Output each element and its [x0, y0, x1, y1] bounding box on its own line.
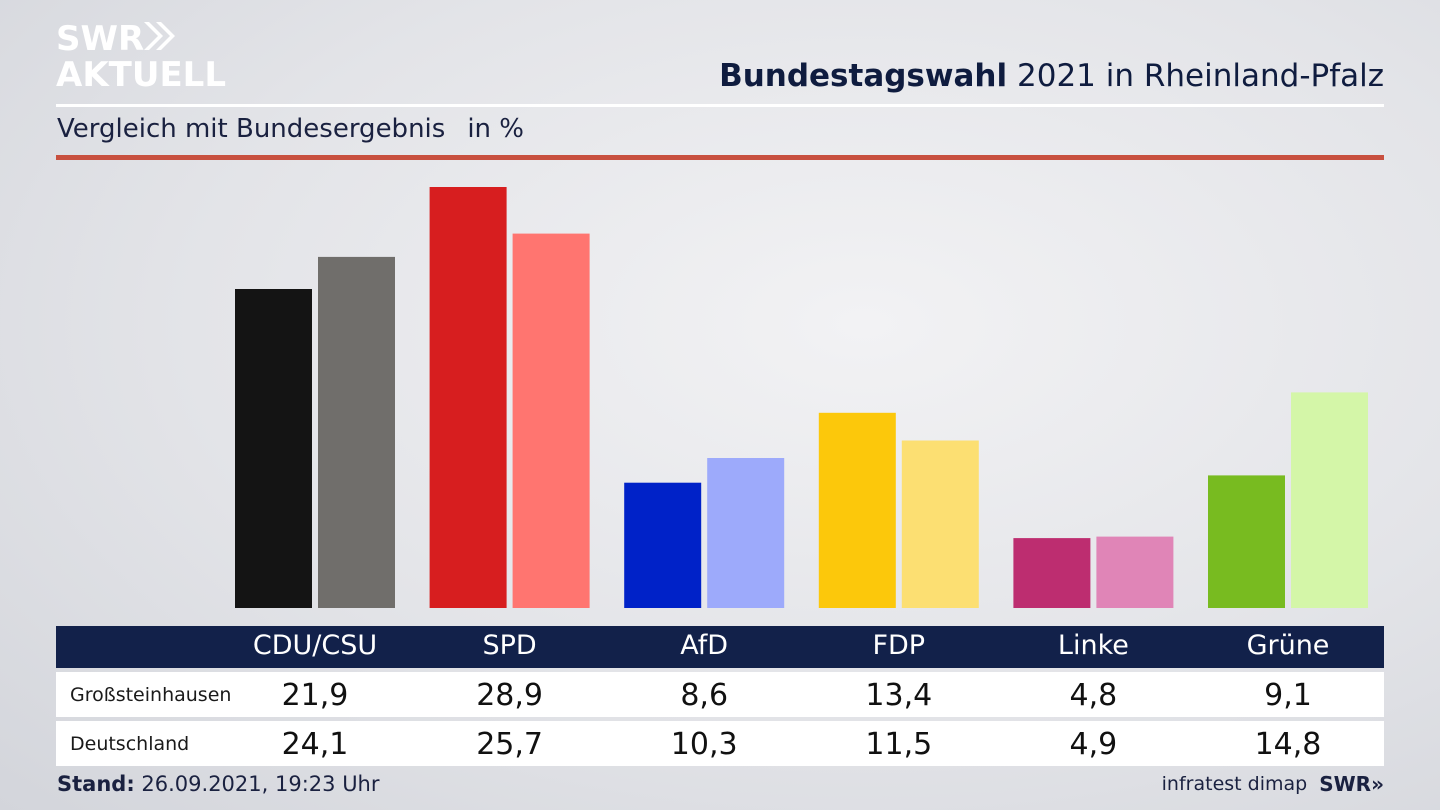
results-table: CDU/CSU SPD AfD FDP Linke Grüne Großsteinhaus…: [56, 626, 1384, 766]
header-divider: [56, 104, 1384, 107]
swr-brand: SWR»: [1319, 772, 1384, 796]
source-credit: infratest dimap SWR»: [1162, 772, 1384, 796]
bar-linke-region: [1013, 538, 1091, 608]
bar-cdu-csu-region: [235, 289, 312, 608]
logo-line1: SWR: [56, 19, 144, 59]
chart-subtitle: Vergleich mit Bundesergebnis in %: [57, 114, 524, 144]
value-cell: 10,3: [670, 727, 738, 762]
bar-gr-ne-region: [1208, 475, 1285, 608]
party-label: FDP: [872, 630, 926, 661]
bar-afd-region: [624, 482, 702, 608]
party-label: SPD: [482, 630, 537, 661]
stand-label: Stand:: [57, 772, 135, 796]
bar-fdp-bund: [901, 440, 979, 608]
logo-line2: AKTUELL: [56, 55, 226, 94]
bar-chart: [235, 187, 1368, 608]
chart-title: Bundestagswahl 2021 in Rheinland-Pfalz: [719, 58, 1384, 94]
row-label: Großsteinhausen: [70, 684, 232, 706]
chevrons-small-icon: »: [1371, 772, 1384, 796]
value-cell: 14,8: [1254, 727, 1322, 762]
bar-gr-ne-bund: [1291, 392, 1368, 608]
value-cell: 9,1: [1264, 678, 1312, 713]
value-cell: 24,1: [281, 727, 349, 762]
subtitle-unit: in %: [467, 114, 524, 144]
swr-aktuell-logo: SWR AKTUELL: [56, 14, 236, 95]
bar-cdu-csu-bund: [318, 256, 395, 608]
row-label: Deutschland: [70, 733, 190, 755]
value-cell: 4,9: [1069, 727, 1118, 762]
value-cell: 4,8: [1069, 678, 1118, 713]
chevrons-icon: [144, 22, 175, 50]
table-row: Großsteinhausen 21,9 28,9 8,6 13,4 4,8 9,1: [56, 672, 1384, 717]
bar-linke-bund: [1096, 536, 1174, 608]
title-bold: Bundestagswahl: [719, 58, 1008, 94]
value-cell: 13,4: [865, 678, 933, 713]
value-cell: 25,7: [476, 727, 543, 762]
party-label: Linke: [1057, 630, 1129, 661]
value-cell: 28,9: [476, 678, 543, 713]
subtitle-text: Vergleich mit Bundesergebnis: [57, 114, 446, 144]
bar-spd-bund: [512, 233, 590, 608]
table-row: Deutschland 24,1 25,7 10,3 11,5 4,9 14,8: [56, 721, 1384, 766]
party-label: CDU/CSU: [252, 630, 378, 661]
value-cell: 8,6: [680, 678, 729, 713]
value-cell: 11,5: [865, 727, 933, 762]
party-label: AfD: [680, 630, 729, 661]
table-header-row: CDU/CSU SPD AfD FDP Linke Grüne: [56, 626, 1384, 668]
timestamp: Stand: 26.09.2021, 19:23 Uhr: [57, 772, 380, 796]
bar-spd-region: [429, 187, 507, 608]
stand-value: 26.09.2021, 19:23 Uhr: [141, 772, 380, 796]
bar-afd-bund: [707, 458, 785, 608]
title-rest: 2021 in Rheinland-Pfalz: [1017, 58, 1384, 94]
swr-brand-text: SWR: [1319, 772, 1372, 796]
party-label: Grüne: [1246, 630, 1330, 661]
bar-fdp-region: [818, 412, 896, 608]
source-text: infratest dimap: [1161, 773, 1308, 795]
value-cell: 21,9: [281, 678, 349, 713]
accent-divider: [56, 155, 1384, 160]
